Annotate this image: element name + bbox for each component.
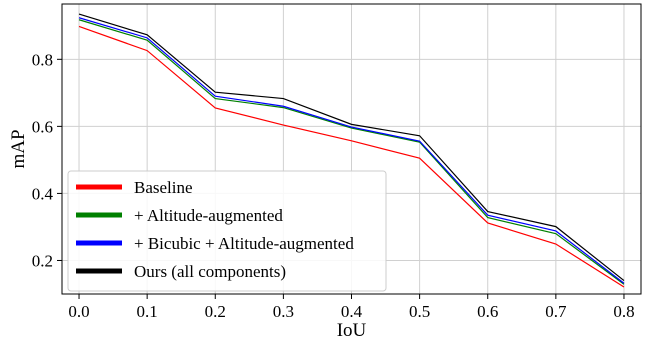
legend-box	[67, 170, 387, 292]
x-tick-label: 0.4	[341, 302, 363, 321]
legend-item: Baseline	[76, 178, 193, 197]
y-tick-label: 0.4	[32, 184, 54, 203]
series-lines	[78, 13, 625, 288]
x-tick-label: 0.8	[613, 302, 634, 321]
x-tick-label: 0.1	[137, 302, 158, 321]
axis-ticks: 0.0 0.1 0.2 0.3 0.4 0.5 0.6 0.7 0.8 0.2 0.4 0.6 0.8	[32, 50, 635, 321]
legend-label: Baseline	[134, 178, 193, 197]
x-tick-label: 0.2	[205, 302, 226, 321]
series-line-2	[78, 19, 625, 285]
y-tick-label: 0.2	[32, 251, 53, 270]
x-axis-title: IoU	[337, 320, 367, 341]
x-tick-label: 0.6	[477, 302, 498, 321]
series-line-3	[78, 17, 625, 284]
legend-item: Ours (all components)	[76, 262, 286, 281]
x-tick-label: 0.3	[273, 302, 294, 321]
y-axis-title: mAP	[8, 129, 29, 168]
legend-item: + Altitude-augmented	[76, 206, 283, 225]
x-tick-label: 0.0	[68, 302, 89, 321]
x-tick-label: 0.7	[545, 302, 567, 321]
legend-item: + Bicubic + Altitude-augmented	[76, 234, 354, 253]
x-tick-label: 0.5	[409, 302, 430, 321]
series-line-4	[78, 13, 625, 282]
legend: Baseline + Altitude-augmented + Bicubic + …	[67, 170, 387, 292]
legend-label: + Altitude-augmented	[134, 206, 283, 225]
legend-label: + Bicubic + Altitude-augmented	[134, 234, 354, 253]
y-tick-label: 0.6	[32, 117, 53, 136]
series-line-1	[78, 25, 625, 288]
legend-label: Ours (all components)	[134, 262, 286, 281]
y-tick-label: 0.8	[32, 50, 53, 69]
